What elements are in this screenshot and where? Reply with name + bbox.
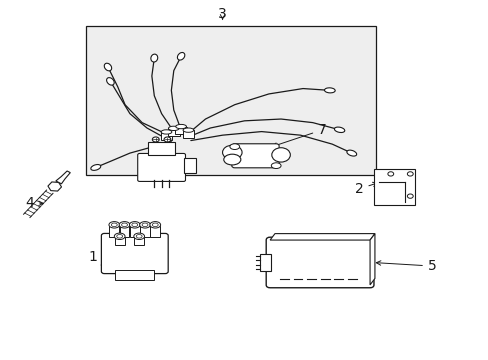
Ellipse shape [114, 233, 125, 239]
Text: 5: 5 [376, 259, 436, 273]
Ellipse shape [334, 127, 344, 132]
Ellipse shape [91, 165, 101, 170]
Ellipse shape [175, 125, 186, 129]
Polygon shape [56, 171, 70, 184]
Bar [378, 182, 405, 202]
Bar [134, 237, 144, 244]
Ellipse shape [183, 128, 193, 132]
FancyBboxPatch shape [138, 153, 185, 181]
Ellipse shape [132, 223, 138, 226]
Bar [183, 158, 195, 173]
Text: 1: 1 [89, 250, 106, 266]
Ellipse shape [229, 144, 239, 149]
FancyBboxPatch shape [231, 144, 279, 168]
Ellipse shape [168, 126, 179, 131]
Bar [130, 226, 140, 237]
Ellipse shape [163, 137, 170, 142]
Bar [175, 127, 186, 134]
Ellipse shape [117, 234, 122, 238]
Bar [160, 132, 172, 140]
Text: 6: 6 [167, 125, 180, 143]
Bar [86, 26, 375, 175]
FancyBboxPatch shape [265, 237, 373, 288]
Ellipse shape [271, 148, 290, 162]
Ellipse shape [140, 222, 150, 228]
Bar [182, 130, 194, 138]
Bar [150, 226, 160, 237]
Ellipse shape [224, 154, 241, 165]
Text: 3: 3 [218, 7, 226, 21]
Polygon shape [48, 182, 61, 191]
Ellipse shape [346, 150, 356, 156]
Text: 4: 4 [25, 196, 43, 210]
Bar [109, 226, 119, 237]
Ellipse shape [271, 163, 281, 168]
Ellipse shape [222, 145, 242, 159]
Bar [260, 253, 270, 271]
Polygon shape [269, 234, 374, 240]
FancyBboxPatch shape [101, 233, 168, 274]
Ellipse shape [150, 54, 158, 62]
Bar [148, 142, 175, 155]
Ellipse shape [104, 63, 111, 71]
Ellipse shape [119, 222, 130, 228]
Text: 2: 2 [354, 182, 377, 196]
Ellipse shape [122, 223, 127, 226]
Ellipse shape [106, 78, 114, 85]
Bar [115, 237, 124, 244]
Polygon shape [369, 234, 374, 285]
Text: 7: 7 [272, 123, 326, 147]
Ellipse shape [152, 223, 158, 226]
Ellipse shape [387, 172, 393, 176]
Ellipse shape [407, 194, 412, 198]
Ellipse shape [152, 137, 159, 142]
Ellipse shape [136, 234, 142, 238]
Ellipse shape [324, 88, 334, 93]
Ellipse shape [150, 222, 160, 228]
Bar [120, 226, 129, 237]
Bar [373, 169, 414, 205]
Bar [167, 129, 179, 136]
Ellipse shape [407, 172, 412, 176]
Ellipse shape [109, 222, 120, 228]
Ellipse shape [129, 222, 140, 228]
Ellipse shape [177, 53, 184, 60]
Bar [115, 270, 154, 280]
Ellipse shape [161, 130, 171, 134]
Ellipse shape [134, 233, 144, 239]
Ellipse shape [142, 223, 148, 226]
Bar [140, 226, 150, 237]
Ellipse shape [111, 223, 117, 226]
